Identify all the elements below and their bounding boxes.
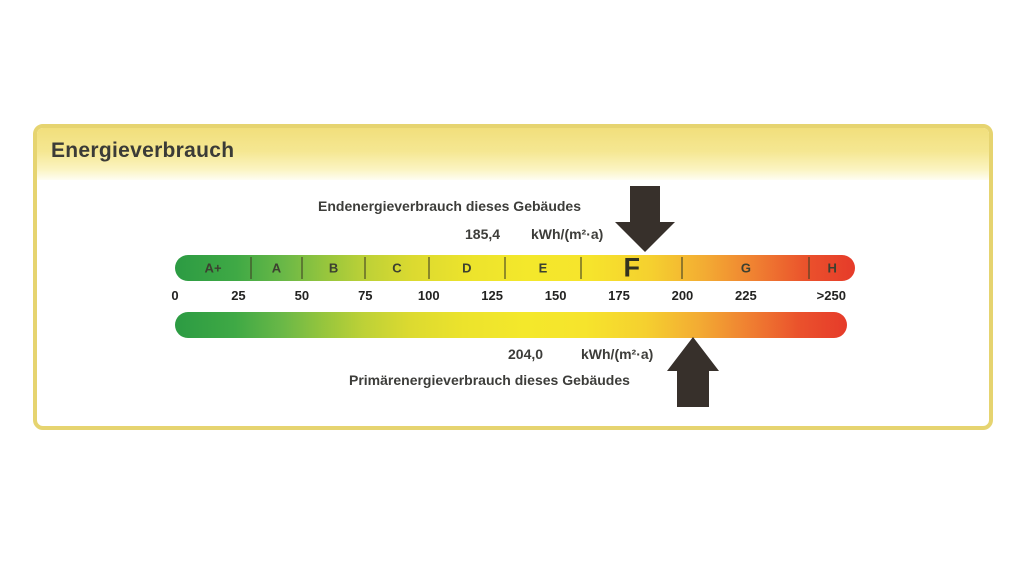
class-divider [579, 257, 582, 279]
tick-label: 150 [544, 288, 567, 303]
class-divider [681, 257, 684, 279]
energy-scale-chart: Endenergieverbrauch dieses Gebäudes 185,… [37, 128, 989, 426]
class-divider [427, 257, 430, 279]
tick-label: 175 [608, 288, 630, 303]
tick-label: 100 [417, 288, 440, 303]
class-letter-a+: A+ [204, 260, 222, 276]
tick-label: 0 [171, 288, 179, 303]
end-energy-unit: kWh/(m²·a) [531, 226, 604, 242]
class-letter-b: B [328, 260, 339, 276]
tick-label: 50 [294, 288, 310, 303]
class-letter-d: D [462, 260, 472, 276]
primary-energy-unit: kWh/(m²·a) [581, 346, 654, 362]
primary-energy-marker-arrow-up-icon [666, 337, 719, 407]
class-letter-f: F [623, 252, 640, 283]
class-divider [300, 257, 303, 279]
class-letter-g: G [740, 260, 751, 276]
class-letter-e: E [538, 260, 548, 276]
tick-label: 75 [358, 288, 373, 303]
tick-label: 25 [231, 288, 246, 303]
end-energy-value: 185,4 [465, 226, 501, 242]
end-energy-label: Endenergieverbrauch dieses Gebäudes [318, 198, 581, 214]
energy-consumption-panel: Energieverbrauch Endenergieverbrauch die… [33, 124, 993, 430]
class-divider [808, 257, 811, 279]
tick-label: 225 [735, 288, 757, 303]
tick-label: >250 [816, 288, 846, 303]
tick-label: 125 [481, 288, 503, 303]
class-divider [250, 257, 253, 279]
class-divider [503, 257, 506, 279]
primary-energy-value: 204,0 [508, 346, 544, 362]
class-letter-h: H [827, 260, 837, 276]
panel-header: Energieverbrauch [37, 128, 989, 180]
end-energy-marker-arrow-down-icon [615, 186, 676, 252]
class-divider [364, 257, 367, 279]
class-letter-a: A [271, 260, 282, 276]
class-letter-c: C [392, 260, 402, 276]
tick-label: 200 [671, 288, 694, 303]
panel-title: Energieverbrauch [51, 139, 235, 162]
gradient-scale-bar [175, 312, 847, 338]
efficiency-class-bar: A+ A B C D E F G H [175, 252, 855, 283]
primary-energy-label: Primärenergieverbrauch dieses Gebäudes [349, 372, 630, 388]
